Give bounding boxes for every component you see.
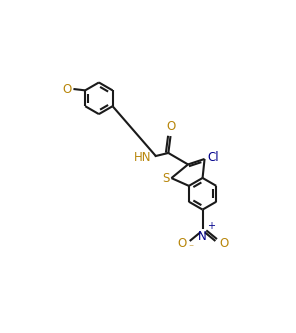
Text: ⁻: ⁻ xyxy=(188,243,193,253)
Text: O: O xyxy=(219,237,228,250)
Text: S: S xyxy=(162,171,169,184)
Text: HN: HN xyxy=(134,151,152,164)
Text: O: O xyxy=(177,237,186,250)
Text: N: N xyxy=(198,229,207,242)
Text: O: O xyxy=(166,120,176,133)
Text: O: O xyxy=(63,83,72,96)
Text: +: + xyxy=(207,221,215,231)
Text: Cl: Cl xyxy=(207,151,219,164)
